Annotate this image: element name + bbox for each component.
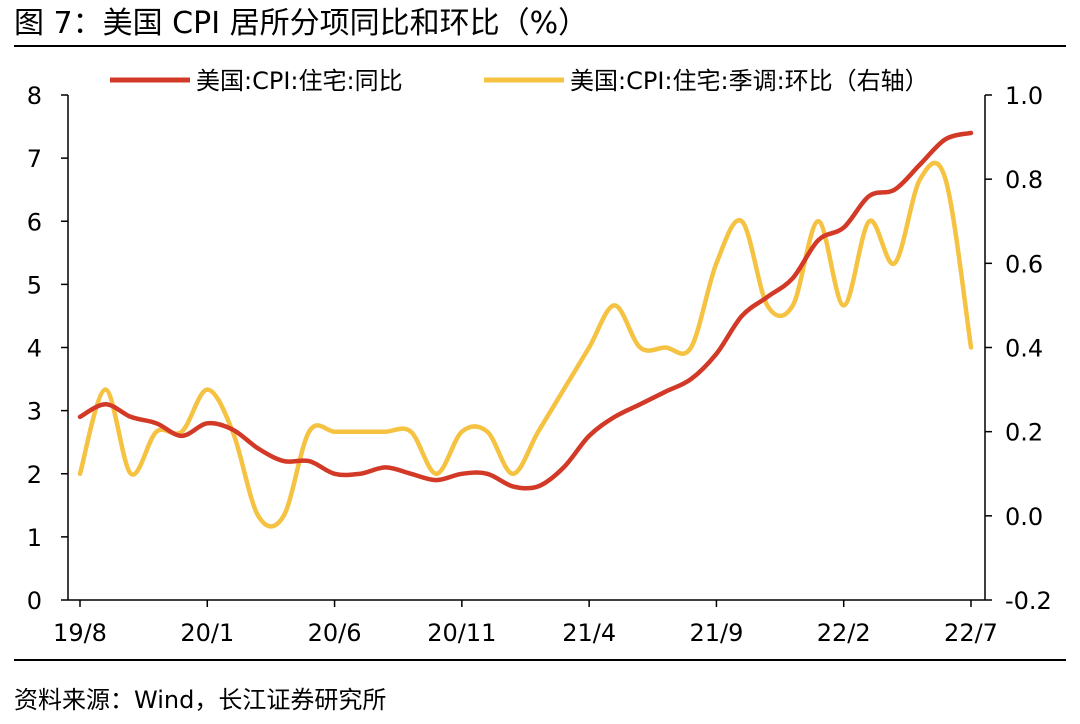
series-line-yoy [77, 130, 974, 491]
x-axis-tick-label: 21/4 [562, 619, 616, 647]
right-axis-tick-label: 0.2 [1005, 419, 1043, 447]
right-axis-tick-label: 1.0 [1005, 82, 1043, 110]
title-rule [14, 45, 1066, 47]
series-line-mom [77, 160, 974, 529]
x-axis-tick-label: 20/6 [308, 619, 362, 647]
figure-title: 图 7：美国 CPI 居所分项同比和环比（%） [14, 6, 589, 41]
right-axis-tick-label: -0.2 [1005, 587, 1052, 615]
x-axis-tick-label: 20/11 [427, 619, 496, 647]
x-axis-tick-label: 22/2 [817, 619, 871, 647]
left-axis-tick-label: 8 [27, 82, 42, 110]
chart-legend: 美国:CPI:住宅:同比 美国:CPI:住宅:季调:环比（右轴） [110, 67, 929, 95]
left-axis-tick-label: 4 [27, 335, 42, 363]
source-rule [14, 659, 1066, 661]
legend-label-mom: 美国:CPI:住宅:季调:环比（右轴） [570, 67, 929, 95]
right-axis-tick-label: 0.0 [1005, 503, 1043, 531]
left-axis-tick-label: 0 [27, 587, 42, 615]
figure-source: 资料来源：Wind，长江证券研究所 [14, 686, 387, 714]
x-axis-tick-label: 19/8 [53, 619, 107, 647]
left-axis-tick-label: 3 [27, 398, 42, 426]
right-axis-tick-label: 0.8 [1005, 166, 1043, 194]
left-axis-tick-label: 2 [27, 461, 42, 489]
left-axis-tick-label: 1 [27, 524, 42, 552]
right-axis-tick-label: 0.4 [1005, 335, 1043, 363]
chart-series [77, 130, 974, 529]
legend-label-yoy: 美国:CPI:住宅:同比 [196, 67, 403, 95]
chart-axes: 0 1 2 3 4 5 6 7 8 -0.2 0.0 0.2 0.4 0.6 0.8 1.0 19/8 20/1 2… [27, 82, 1052, 647]
x-axis-tick-label: 21/9 [689, 619, 743, 647]
left-axis-tick-label: 5 [27, 271, 42, 299]
x-axis-tick-label: 22/7 [944, 619, 998, 647]
line-chart: 0 1 2 3 4 5 6 7 8 -0.2 0.0 0.2 0.4 0.6 0.8 1.0 19/8 20/1 2… [27, 67, 1052, 647]
left-axis-tick-label: 6 [27, 208, 42, 236]
x-axis-tick-label: 20/1 [180, 619, 234, 647]
left-axis-tick-label: 7 [27, 145, 42, 173]
right-axis-tick-label: 0.6 [1005, 250, 1043, 278]
